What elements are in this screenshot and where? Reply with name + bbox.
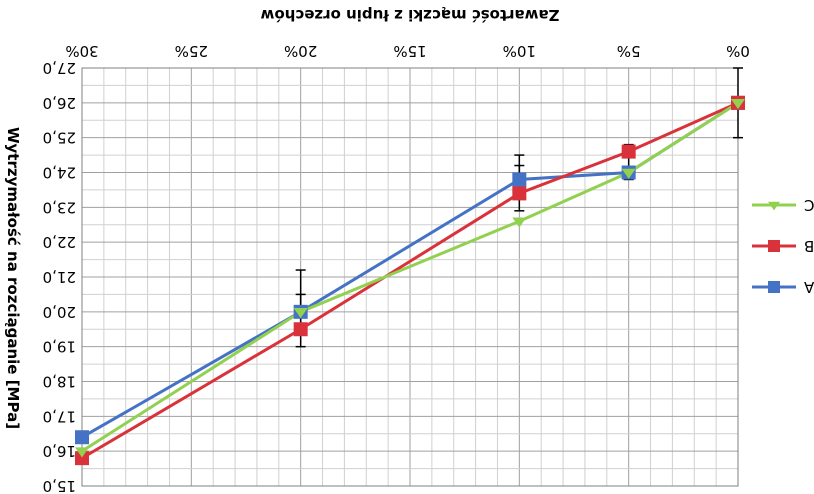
series-b-marker: [768, 240, 780, 252]
legend-label: B: [804, 237, 814, 255]
x-tick-label: 20%: [284, 42, 317, 60]
series-c-marker: [621, 168, 636, 179]
series-b-marker: [512, 186, 527, 201]
series-lines: [75, 95, 745, 466]
series-c-marker: [512, 217, 527, 228]
y-tick-label: 21,0: [43, 268, 76, 286]
x-tick-label: 5%: [617, 42, 641, 60]
y-tick-label: 20,0: [43, 303, 76, 321]
series-c-marker: [768, 201, 780, 211]
gridlines: [81, 67, 739, 487]
x-axis-tick-labels: 0% 5% 10% 15% 20% 25% 30%: [65, 42, 750, 60]
plot-area-border: [81, 67, 739, 487]
y-tick-label: 27,0: [43, 59, 76, 77]
x-tick-label: 25%: [175, 42, 208, 60]
y-tick-label: 17,0: [43, 407, 76, 425]
x-tick-label: 15%: [393, 42, 426, 60]
x-tick-label: 30%: [65, 42, 98, 60]
series-a-marker: [75, 430, 89, 445]
series-a-marker: [512, 172, 527, 187]
series-b-marker: [75, 451, 89, 466]
y-tick-label: 23,0: [43, 198, 76, 216]
series-b-marker: [293, 322, 308, 337]
y-tick-label: 22,0: [43, 233, 76, 251]
x-tick-label: 10%: [503, 42, 536, 60]
x-tick-label: 0%: [726, 42, 750, 60]
y-tick-label: 16,0: [43, 442, 76, 460]
y-tick-label: 24,0: [43, 164, 76, 182]
series-a-marker: [768, 281, 780, 293]
series-c-marker: [731, 99, 745, 110]
y-tick-label: 25,0: [43, 129, 76, 147]
y-axis-label: Wytrzymałość na rozciąganie [MPa]: [4, 127, 22, 429]
y-tick-label: 26,0: [43, 94, 76, 112]
series-b-marker: [621, 144, 636, 159]
x-axis-label: Zawartość mączki z łupin orzechów: [260, 6, 559, 24]
y-tick-label: 19,0: [43, 338, 76, 356]
y-tick-label: 15,0: [43, 477, 76, 494]
legend-label: C: [804, 196, 814, 214]
series-c-marker: [75, 447, 89, 458]
series-c-marker: [293, 308, 308, 319]
legend: A B C: [752, 196, 814, 296]
y-axis-tick-labels: 15,0 16,0 17,0 18,0 19,0 20,0 21,0 22,0 23,0 24,0…: [43, 59, 76, 494]
y-tick-label: 18,0: [43, 373, 76, 391]
legend-label: A: [803, 278, 814, 296]
